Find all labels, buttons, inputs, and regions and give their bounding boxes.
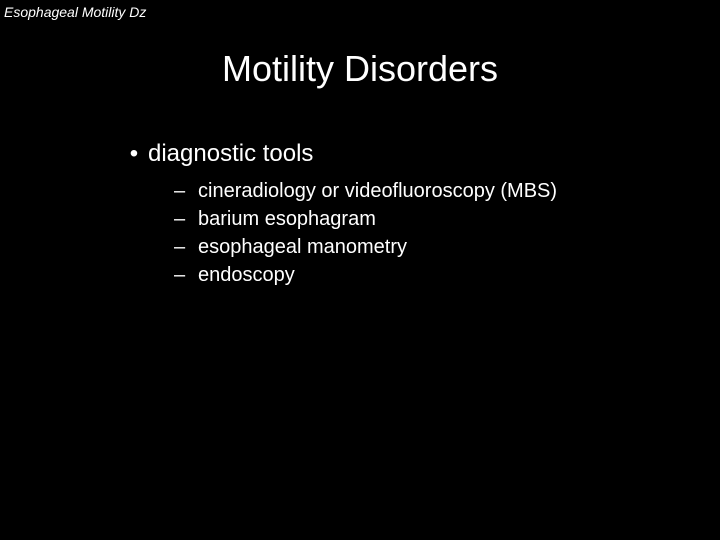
bullet-level1-text: diagnostic tools [148, 140, 313, 168]
dash-icon: – [174, 234, 198, 260]
bullet-dot-icon: • [120, 140, 148, 168]
dash-icon: – [174, 262, 198, 288]
list-item: – cineradiology or videofluoroscopy (MBS… [174, 178, 660, 204]
slide-title: Motility Disorders [0, 48, 720, 90]
list-item: – barium esophagram [174, 206, 660, 232]
list-item: – endoscopy [174, 262, 660, 288]
dash-icon: – [174, 178, 198, 204]
list-item-text: endoscopy [198, 262, 295, 288]
bullet-level1: • diagnostic tools [120, 140, 660, 168]
list-item-text: esophageal manometry [198, 234, 407, 260]
header-topic-label: Esophageal Motility Dz [4, 4, 146, 20]
level2-list: – cineradiology or videofluoroscopy (MBS… [174, 178, 660, 288]
list-item-text: cineradiology or videofluoroscopy (MBS) [198, 178, 557, 204]
slide-body: • diagnostic tools – cineradiology or vi… [120, 140, 660, 290]
list-item-text: barium esophagram [198, 206, 376, 232]
slide: Esophageal Motility Dz Motility Disorder… [0, 0, 720, 540]
dash-icon: – [174, 206, 198, 232]
list-item: – esophageal manometry [174, 234, 660, 260]
